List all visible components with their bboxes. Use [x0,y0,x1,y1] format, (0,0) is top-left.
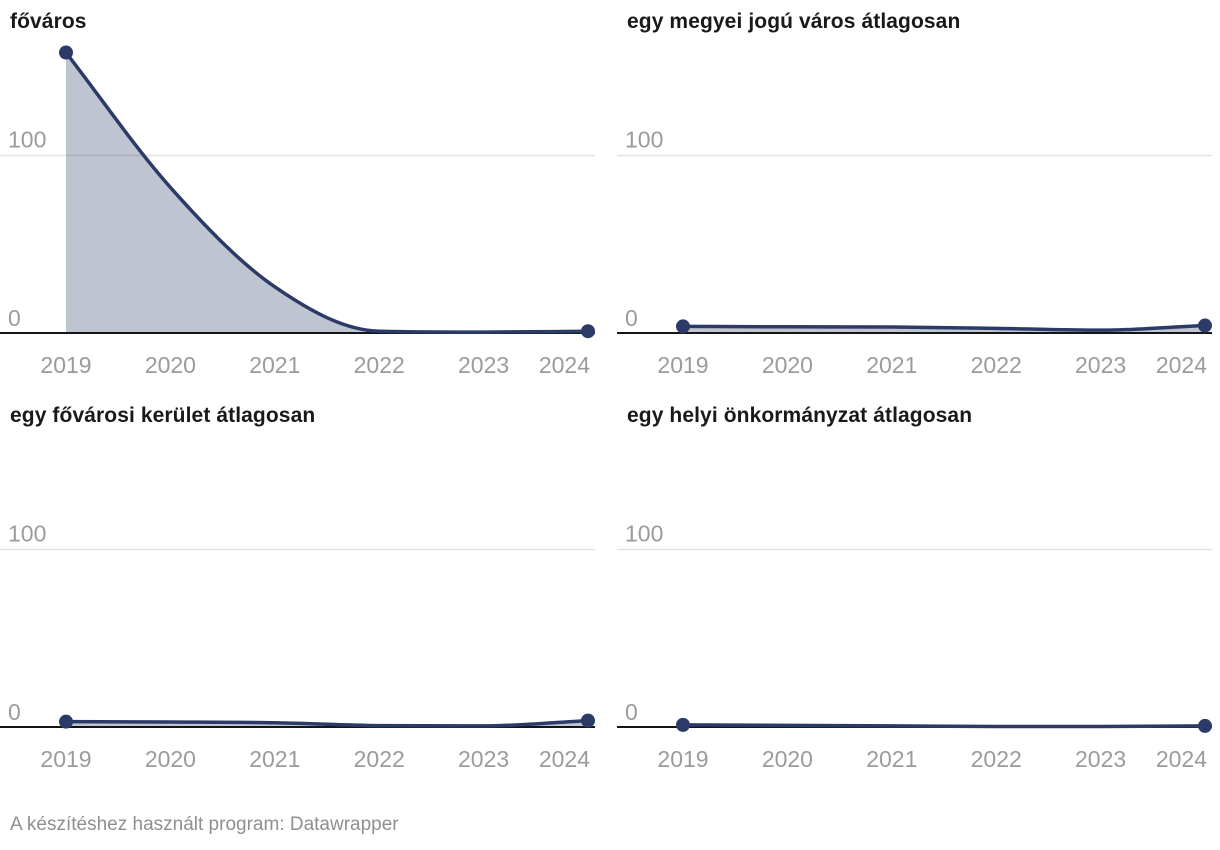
x-tick-2023: 2023 [1075,746,1126,772]
x-tick-2022: 2022 [354,352,405,378]
x-tick-2024: 2024 [539,746,590,772]
data-point-dot [676,717,690,732]
x-tick-2021: 2021 [866,746,917,772]
panel-title: egy helyi önkormányzat átlagosan [627,404,973,427]
area-chart-megyei-jogu-varos: 100 0 2019 2020 2021 2022 2023 2024 [617,127,1212,378]
data-point-dot [581,713,595,728]
attribution-text: A készítéshez használt program: Datawrap… [10,814,399,835]
x-tick-2023: 2023 [458,352,509,378]
x-tick-2019: 2019 [657,746,708,772]
data-point-dot [1198,318,1212,333]
x-tick-2022: 2022 [971,746,1022,772]
x-tick-2021: 2021 [249,352,300,378]
y-tick-0: 0 [8,305,21,331]
x-tick-2023: 2023 [458,746,509,772]
y-tick-100: 100 [8,521,46,547]
x-tick-2019: 2019 [40,352,91,378]
data-point-dot [581,324,595,339]
x-tick-2019: 2019 [657,352,708,378]
panel-helyi-onkormanyzat: egy helyi önkormányzat átlagosan 100 0 201… [617,394,1212,784]
data-point-dot [676,319,690,334]
panel-fovaros: főváros 100 0 2019 2020 2021 2022 2023 2024 [0,0,595,390]
y-tick-100: 100 [8,127,46,153]
x-tick-2024: 2024 [1156,746,1207,772]
panel-fovarosi-kerulet: egy fővárosi kerület átlagosan 100 0 2019 2… [0,394,595,784]
y-tick-100: 100 [625,127,663,153]
panel-title: egy megyei jogú város átlagosan [627,10,961,33]
x-tick-2020: 2020 [145,352,196,378]
y-tick-0: 0 [625,305,638,331]
x-tick-2020: 2020 [762,746,813,772]
panel-title: főváros [10,10,87,33]
y-tick-100: 100 [625,521,663,547]
x-tick-2020: 2020 [762,352,813,378]
x-tick-2021: 2021 [249,746,300,772]
area-chart-helyi-onkormanyzat: 100 0 2019 2020 2021 2022 2023 2024 [617,521,1212,772]
x-tick-2022: 2022 [971,352,1022,378]
x-tick-2024: 2024 [1156,352,1207,378]
data-point-dot [59,714,73,729]
y-tick-0: 0 [8,699,21,725]
x-tick-2024: 2024 [539,352,590,378]
area-chart-fovarosi-kerulet: 100 0 2019 2020 2021 2022 2023 2024 [0,521,595,772]
x-tick-2021: 2021 [866,352,917,378]
x-tick-2023: 2023 [1075,352,1126,378]
data-point-dot [59,45,73,60]
panel-megyei-jogu-varos: egy megyei jogú város átlagosan 100 0 2019… [617,0,1212,390]
area-chart-fovaros: 100 0 2019 2020 2021 2022 2023 2024 [0,45,595,378]
y-tick-0: 0 [625,699,638,725]
x-tick-2019: 2019 [40,746,91,772]
panel-title: egy fővárosi kerület átlagosan [10,404,316,427]
x-tick-2020: 2020 [145,746,196,772]
x-tick-2022: 2022 [354,746,405,772]
data-point-dot [1198,718,1212,733]
